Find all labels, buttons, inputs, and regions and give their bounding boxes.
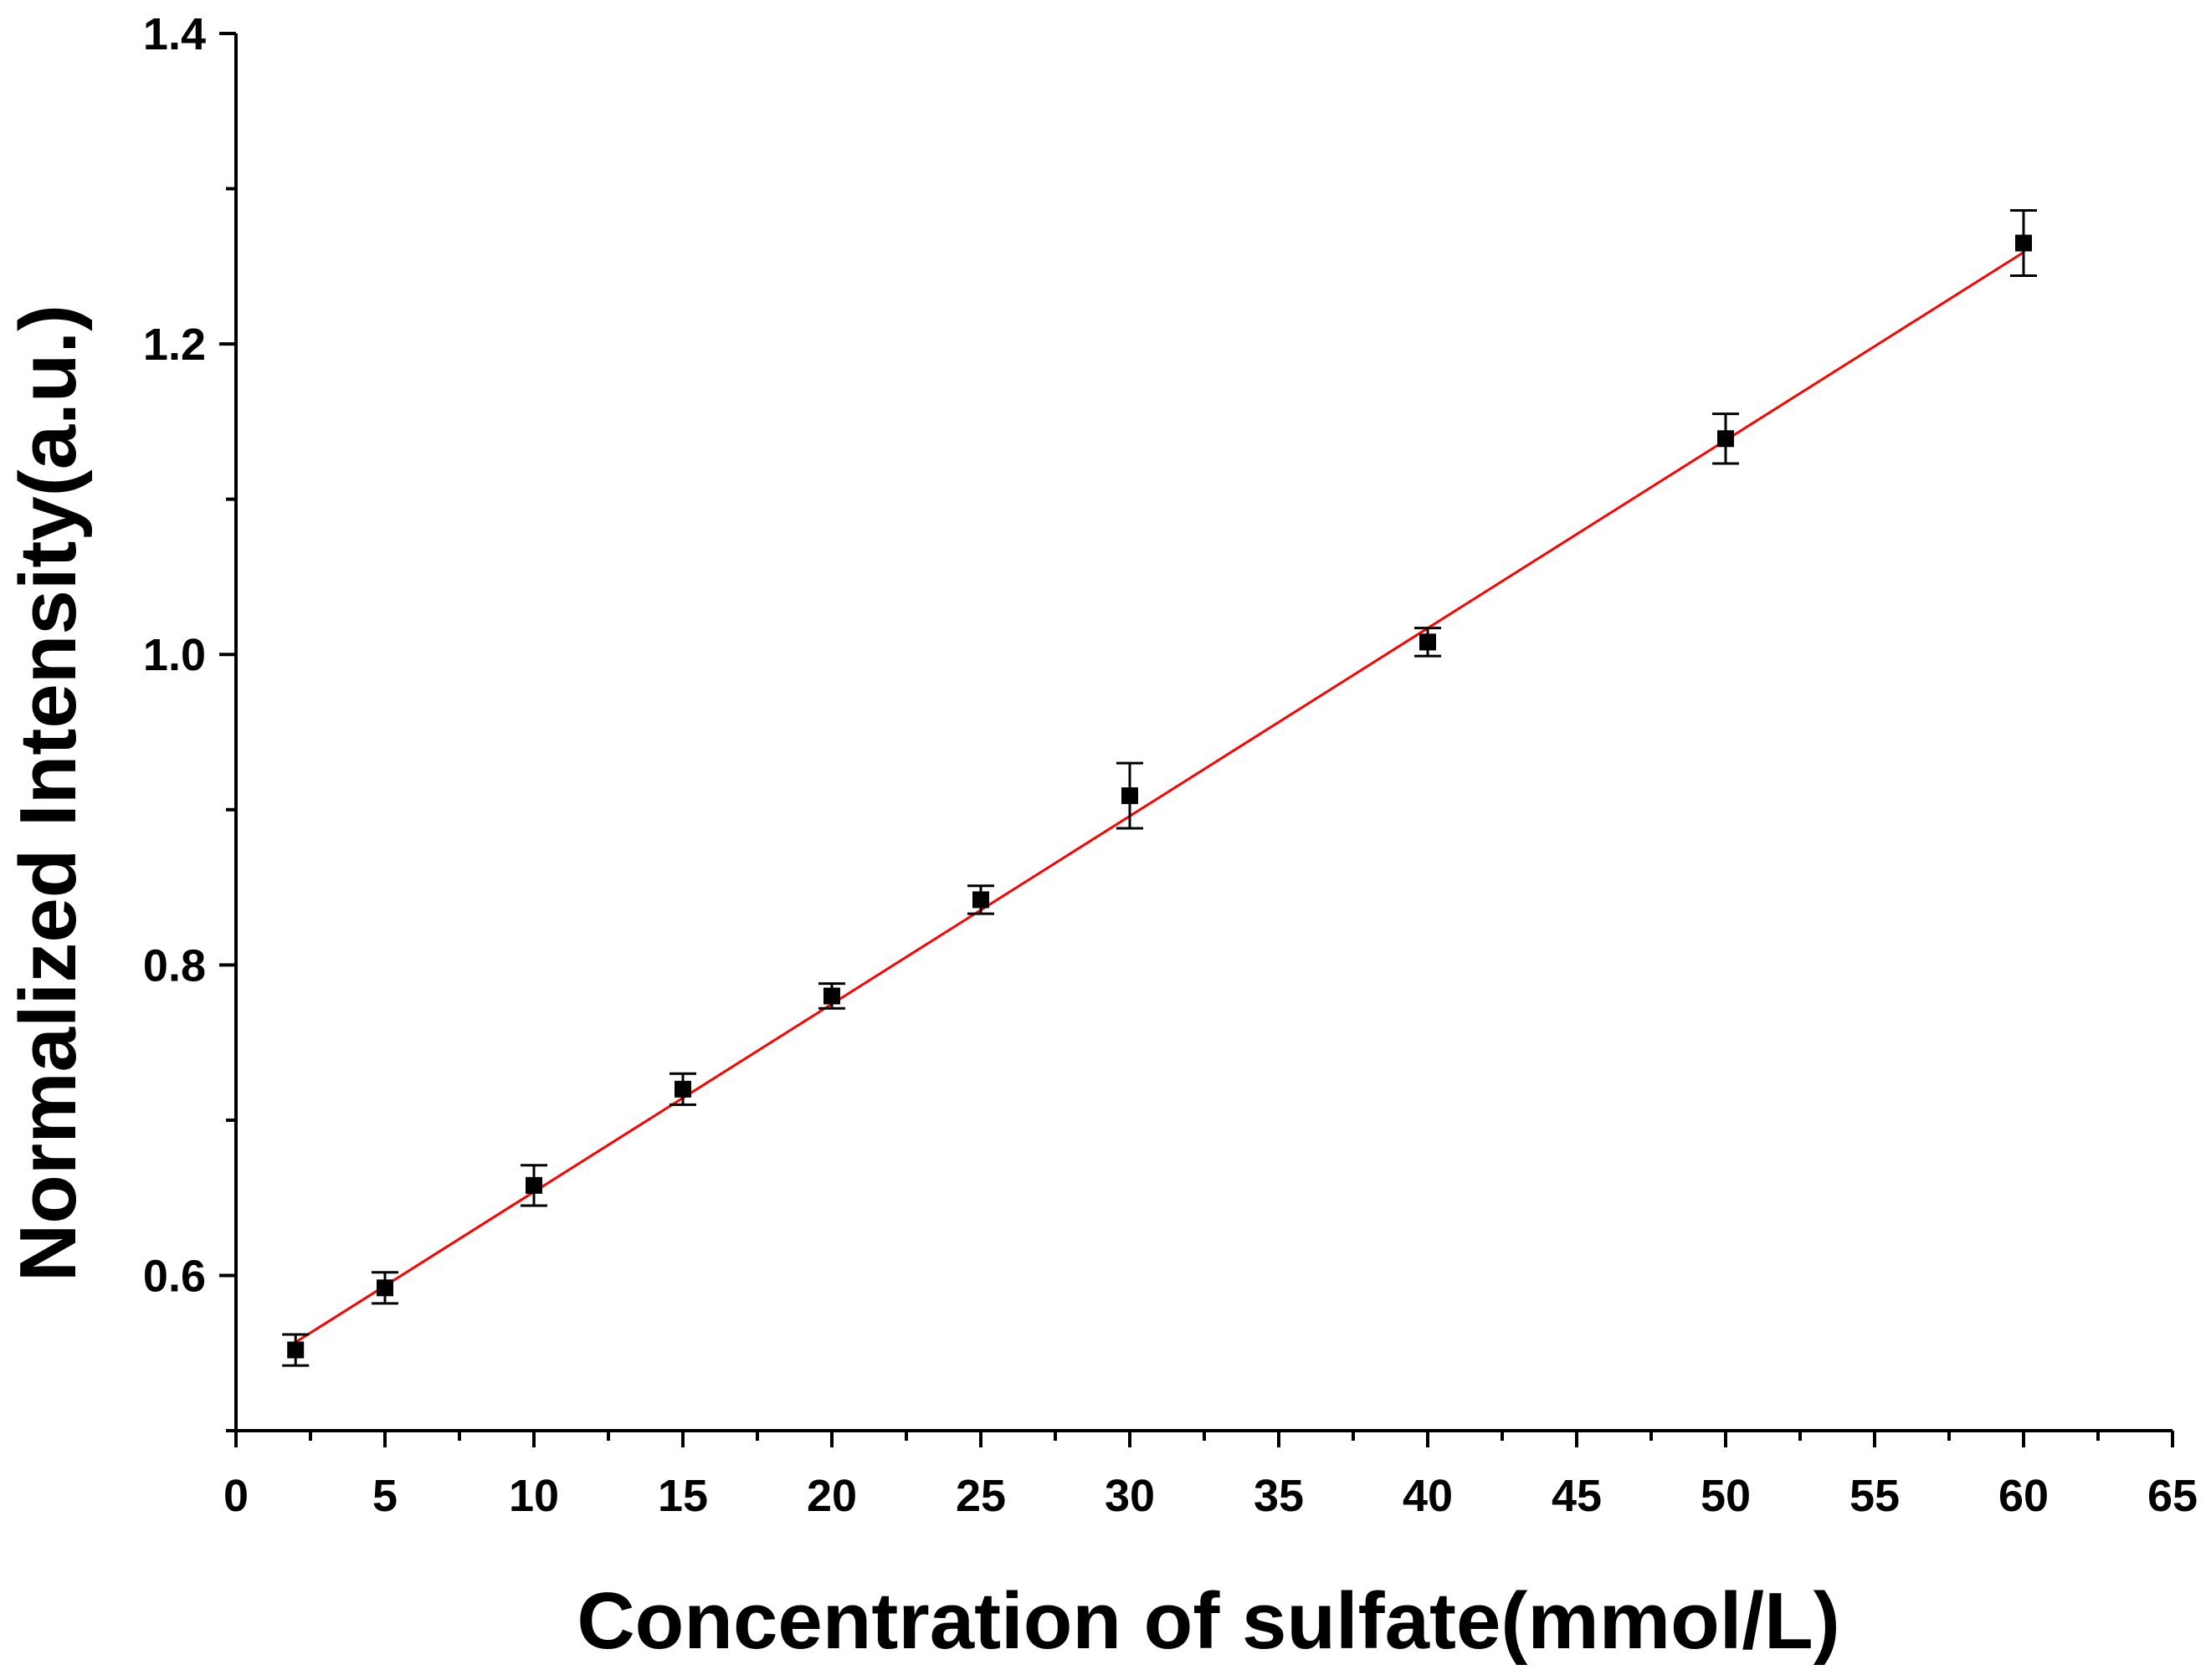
data-point [2015,234,2032,252]
x-tick-label: 65 [2147,1471,2198,1521]
x-axis-ticks: 0 5 10 15 20 25 30 35 40 45 50 55 60 65 [223,1431,2198,1521]
data-point [1419,633,1436,651]
data-point [526,1176,542,1194]
fit-line-group [295,251,2024,1344]
data-point [377,1279,393,1297]
x-axis-title: Concentration of sulfate(mmol/L) [577,1576,1839,1666]
x-tick-label: 5 [372,1471,398,1521]
x-tick-label: 60 [1998,1471,2049,1521]
y-tick-label: 0.6 [143,1251,206,1301]
y-tick-label: 1.4 [143,9,206,59]
fit-line [295,251,2024,1344]
data-point [287,1341,305,1359]
y-tick-label: 1.2 [143,320,206,370]
y-axis-title: Normalized Intensity(a.u.) [3,305,93,1282]
y-tick-label: 1.0 [143,630,206,680]
x-tick-label: 35 [1254,1471,1304,1521]
data-point [675,1080,691,1098]
x-tick-label: 55 [1849,1471,1900,1521]
x-tick-label: 40 [1403,1471,1453,1521]
x-tick-label: 25 [956,1471,1006,1521]
error-bars [282,209,2037,1367]
x-tick-label: 45 [1552,1471,1602,1521]
x-tick-label: 20 [807,1471,857,1521]
y-tick-label: 0.8 [143,940,206,991]
x-tick-label: 10 [509,1471,559,1521]
data-point [1717,430,1734,448]
x-tick-label: 30 [1105,1471,1155,1521]
y-axis-ticks: 0.6 0.8 1.0 1.2 1.4 [143,9,236,1432]
x-tick-label: 50 [1701,1471,1751,1521]
x-tick-label: 15 [658,1471,708,1521]
x-tick-label: 0 [223,1471,249,1521]
data-point [823,987,840,1005]
data-point [972,891,989,909]
data-points [287,234,2032,1359]
data-point [1121,787,1138,805]
